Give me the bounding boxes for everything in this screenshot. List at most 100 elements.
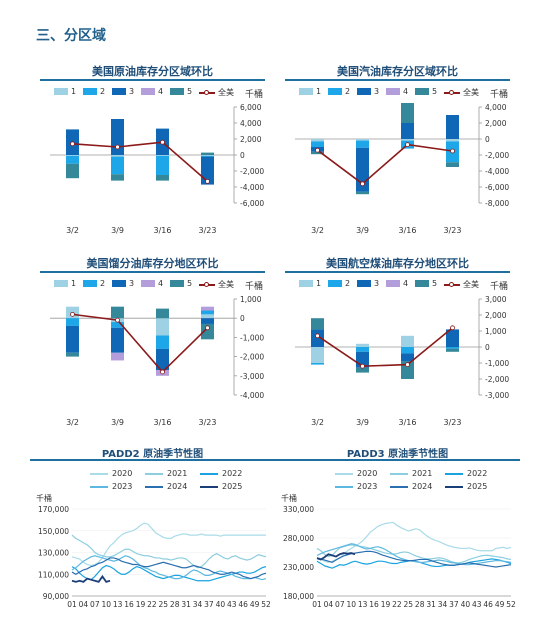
total-line [317, 327, 454, 368]
bar-segment-region-5 [201, 323, 214, 340]
x-tick-label: 34 [193, 600, 203, 609]
x-tick-label: 3/9 [111, 226, 124, 235]
bar-segment-region-2 [401, 347, 414, 354]
bar-segment-region-1 [156, 318, 169, 336]
legend-line-swatch [445, 485, 463, 488]
x-tick-label: 28 [415, 600, 425, 609]
bar-segment-region-2 [356, 347, 369, 352]
x-tick-label: 04 [324, 600, 334, 609]
legend-item-1: 1 [299, 279, 321, 288]
total-point [450, 148, 455, 154]
bar-segment-region-5 [356, 367, 369, 373]
series-line-2024 [71, 557, 267, 580]
x-tick-label: 31 [181, 600, 191, 609]
legend-label: 3 [129, 87, 135, 96]
legend-line-swatch [199, 89, 215, 95]
x-tick-label: 3/16 [154, 418, 172, 427]
padd3-seasonal-panel: PADD3 原油季节性图 2020 2021 2022 2023 2024 2025 千桶… [275, 445, 520, 625]
bar-segment-region-1 [311, 139, 324, 142]
y-tick-label: 330,000 [283, 505, 314, 514]
legend-line-swatch [200, 485, 218, 488]
legend-line-swatch [335, 472, 353, 475]
bar-chart: 4,000 2,000 0 -2,000 -4,000 -6,000 -8,000 3/2 3/… [295, 103, 509, 235]
x-tick-label: 37 [204, 600, 214, 609]
legend-item-5: 5 [170, 87, 192, 96]
total-point [205, 325, 210, 331]
x-tick-label: 10 [101, 600, 111, 609]
legend-line-swatch [390, 472, 408, 475]
legend-label: 2021 [412, 469, 433, 478]
legend-label: 全美 [218, 88, 234, 97]
legend-label: 全美 [463, 280, 479, 289]
x-tick-label: 46 [483, 600, 493, 609]
bar-segment-region-3 [311, 329, 324, 347]
bar-segment-region-5 [401, 361, 414, 379]
legend-swatch [141, 280, 155, 287]
legend-label: 5 [432, 87, 438, 96]
legend-item-1: 1 [54, 87, 76, 96]
x-tick-label: 3/23 [444, 226, 462, 235]
legend-line-swatch [444, 281, 460, 287]
y-tick-label: 2,000 [485, 311, 507, 320]
bar-segment-region-1 [111, 155, 124, 157]
bar-segment-region-5 [311, 151, 324, 155]
y-tick-label: -2,000 [240, 353, 264, 362]
bar-segment-region-5 [401, 103, 414, 123]
bar-segment-region-2 [111, 322, 124, 328]
series-line-2020 [71, 522, 266, 567]
x-tick-label: 49 [495, 600, 505, 609]
bar-segment-region-1 [446, 139, 459, 142]
legend-item-total: 全美 [444, 279, 479, 290]
y-tick-label: -4,000 [240, 183, 264, 192]
bar-segment-region-3 [201, 318, 214, 324]
x-tick-label: 49 [250, 600, 260, 609]
bar-segment-region-3 [66, 325, 79, 353]
bar-segment-region-1 [401, 335, 414, 347]
legend-label: 5 [432, 279, 438, 288]
x-tick-label: 31 [426, 600, 436, 609]
y-tick-label: 110,000 [38, 570, 69, 579]
legend-line-swatch [200, 472, 218, 475]
x-tick-label: 46 [238, 600, 248, 609]
y-tick-label: 230,000 [283, 563, 314, 572]
legend-label: 5 [187, 279, 193, 288]
total-point [205, 179, 210, 184]
bar-segment-region-1 [356, 139, 369, 141]
series-line-2025 [71, 574, 111, 583]
bar-segment-region-3 [156, 348, 169, 371]
y-tick-label: 150,000 [38, 527, 69, 536]
legend-swatch [54, 88, 68, 95]
y-axis-unit: 千桶 [281, 493, 297, 503]
legend-label: 2 [100, 87, 106, 96]
legend-label: 1 [71, 279, 77, 288]
legend-label: 2025 [222, 482, 243, 491]
bar-segment-region-1 [156, 155, 169, 156]
bar-segment-region-2 [156, 335, 169, 349]
panel-title: 美国原油库存分区域环比 [92, 65, 213, 78]
x-tick-label: 3/2 [66, 226, 79, 235]
legend-item-2022: 2022 [445, 469, 487, 478]
legend-item-2022: 2022 [200, 469, 242, 478]
panel-title: PADD2 原油季节性图 [101, 449, 204, 460]
x-tick-label: 43 [472, 600, 482, 609]
legend-item-3: 3 [357, 279, 379, 288]
total-point [70, 311, 75, 317]
bar-segment-region-5 [201, 152, 214, 155]
bar-segment-region-2 [201, 310, 214, 315]
legend-label: 2 [345, 279, 351, 288]
legend-line-swatch [444, 89, 460, 95]
total-point [70, 141, 75, 147]
y-tick-label: -8,000 [485, 199, 509, 208]
x-tick-label: 13 [113, 600, 123, 609]
y-tick-label: 280,000 [283, 534, 314, 543]
legend-line-swatch [199, 281, 215, 287]
series-line-2023 [316, 543, 512, 566]
chart-legend: 1 2 3 4 5 全美 千桶 [40, 87, 265, 101]
distillate-inventory-panel: 美国馏分油库存分地区环比 1 2 3 4 5 全美 千桶 1,000 0 -1,000 -2,00… [40, 255, 265, 435]
crude-inventory-panel: 美国原油库存分区域环比 1 2 3 4 5 全美 千桶 6,000 4,000 2,000 0 -2… [40, 63, 265, 243]
legend-item-2020: 2020 [335, 469, 377, 478]
x-tick-label: 37 [449, 600, 459, 609]
legend-label: 全美 [218, 280, 234, 289]
bar-segment-region-2 [311, 141, 324, 147]
